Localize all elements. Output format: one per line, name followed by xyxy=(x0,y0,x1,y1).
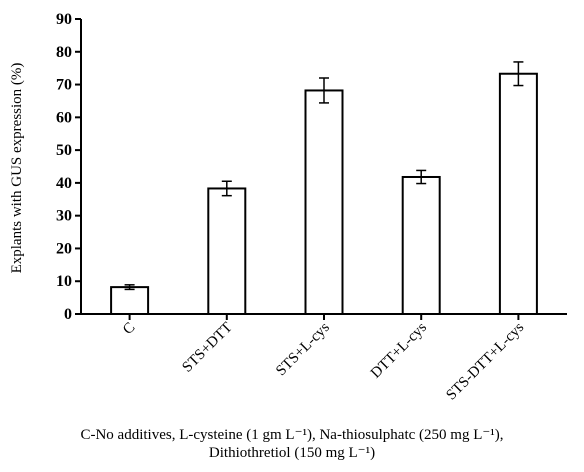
y-tick-label: 20 xyxy=(56,240,72,257)
bar xyxy=(304,89,344,316)
y-axis-label: Explants with GUS expression (%) xyxy=(9,63,25,274)
y-tick-label: 0 xyxy=(64,306,72,323)
bar xyxy=(110,286,150,315)
y-tick-label: 60 xyxy=(56,109,72,126)
bar xyxy=(401,175,441,315)
y-tick-label: 10 xyxy=(56,273,72,290)
x-tick-label: STS-DTT+L-cys xyxy=(443,319,527,403)
chart-bars xyxy=(110,61,538,316)
y-tick-label: 50 xyxy=(56,142,72,159)
bar xyxy=(498,72,538,315)
x-tick-label: DTT+L-cys xyxy=(368,319,430,381)
chart-ticks: 0 10 20 30 40 50 60 70 80 90 C STS+DTT STS+L-cys DTT+… xyxy=(56,11,527,403)
x-tick-label: STS+DTT xyxy=(179,320,235,376)
caption-line-2: Dithiothretiol (150 mg L⁻¹) xyxy=(208,445,376,461)
y-tick-label: 40 xyxy=(56,175,72,192)
x-tick-label: C xyxy=(120,320,138,338)
y-tick-label: 80 xyxy=(56,44,72,61)
y-tick-label: 30 xyxy=(56,208,72,225)
caption-line-1: C-No additives, L-cysteine (1 gm L⁻¹), N… xyxy=(80,427,504,443)
bar xyxy=(207,187,247,315)
y-tick-label: 90 xyxy=(56,11,72,28)
y-tick-label: 70 xyxy=(56,77,72,94)
x-tick-label: STS+L-cys xyxy=(273,319,333,379)
